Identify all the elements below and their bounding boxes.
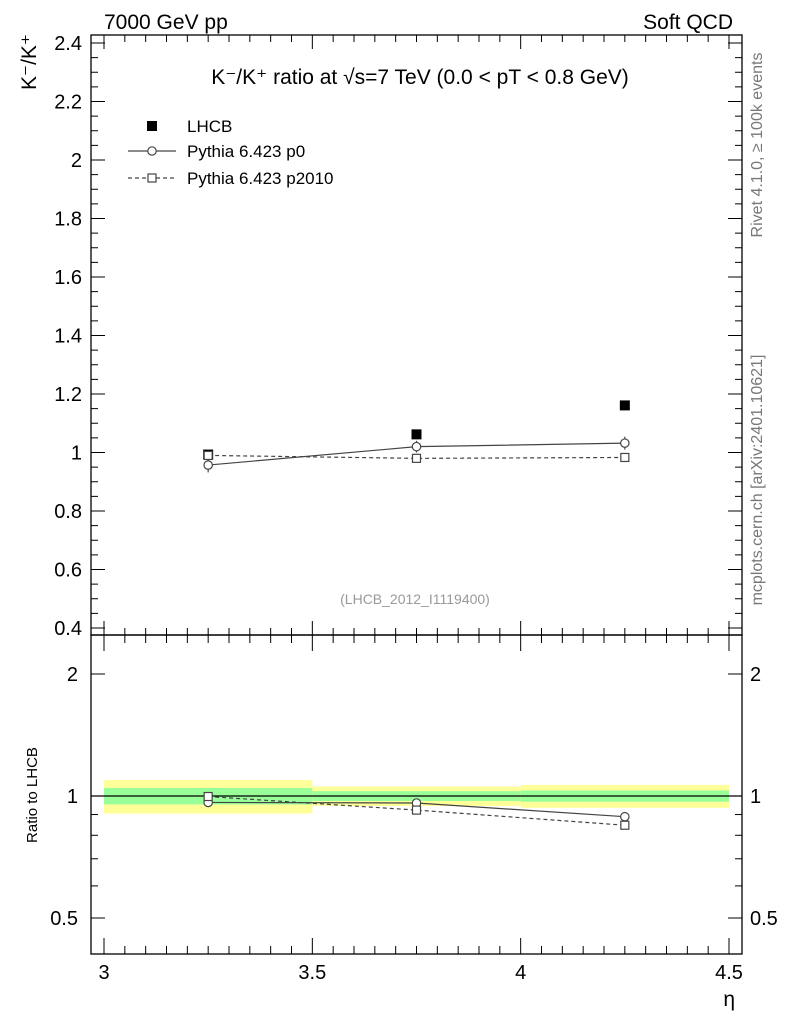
ratio-point xyxy=(620,811,630,822)
main-y-tick-labels: 0.4 0.6 0.8 1 1.2 1.4 1.6 1.8 2 2.2 2.4 xyxy=(54,33,82,640)
x-tick-label: 3.5 xyxy=(298,962,326,984)
main-y-tick-label: 1 xyxy=(71,443,82,465)
ratio-y-tick-label-right: 2 xyxy=(750,664,761,686)
main-y-tick-label: 2 xyxy=(71,150,82,172)
ratio-y-tick-label-right: 0.5 xyxy=(750,908,778,930)
main-point xyxy=(619,400,630,411)
mcplots-label: mcplots.cern.ch [arXiv:2401.10621] xyxy=(749,355,766,606)
main-series-group xyxy=(203,400,630,473)
main-y-tick-label: 1.6 xyxy=(54,267,82,289)
ratio-point xyxy=(411,805,422,815)
main-point xyxy=(203,450,213,461)
main-y-tick-label: 2.4 xyxy=(54,33,82,55)
ratio-y-axis-ticks xyxy=(91,673,742,919)
main-point xyxy=(411,429,422,440)
main-point xyxy=(203,460,213,470)
header-left: 7000 GeV pp xyxy=(104,11,228,34)
header-right: Soft QCD xyxy=(643,11,733,34)
main-point xyxy=(411,453,422,463)
ratio-point xyxy=(203,791,213,802)
legend: LHCB Pythia 6.423 p0 Pythia 6.423 p2010 xyxy=(128,117,334,188)
legend-marker xyxy=(147,146,157,156)
legend-marker xyxy=(147,121,157,131)
legend-marker xyxy=(147,173,157,183)
main-point xyxy=(411,441,422,452)
ratio-y-label: Ratio to LHCB xyxy=(24,747,41,843)
main-y-tick-label: 0.4 xyxy=(54,618,82,640)
main-title: K⁻/K⁺ ratio at √s=7 TeV (0.0 < pT < 0.8 … xyxy=(211,66,629,89)
main-point xyxy=(620,438,630,448)
main-y-axis-ticks xyxy=(91,42,742,629)
ratio-y-tick-label: 2 xyxy=(67,664,78,686)
main-point xyxy=(620,452,630,463)
ratio-x-axis-ticks xyxy=(103,635,730,954)
ratio-y-tick-label-right: 1 xyxy=(750,786,761,808)
watermark: (LHCB_2012_I1119400) xyxy=(340,591,490,607)
main-x-axis-ticks xyxy=(103,35,730,635)
main-y-tick-label: 1.2 xyxy=(54,384,82,406)
ratio-y-tick-labels: 0.5 0.5 1 1 2 2 xyxy=(50,664,778,930)
main-y-tick-label: 0.8 xyxy=(54,501,82,523)
x-tick-labels: 3 3.5 4 4.5 xyxy=(98,962,742,984)
x-axis-label: η xyxy=(723,988,735,1011)
main-y-tick-label: 1.8 xyxy=(54,209,82,231)
main-y-tick-label: 0.6 xyxy=(54,560,82,582)
ratio-y-tick-label: 0.5 xyxy=(50,908,78,930)
x-tick-label: 4 xyxy=(515,962,526,984)
legend-label: Pythia 6.423 p0 xyxy=(187,142,305,161)
ratio-point xyxy=(620,820,630,830)
main-y-tick-label: 1.4 xyxy=(54,326,82,348)
x-tick-label: 3 xyxy=(98,962,109,984)
ratio-y-tick-label: 1 xyxy=(67,786,78,808)
main-panel: 0.4 0.6 0.8 1 1.2 1.4 1.6 1.8 2 2.2 2.4 K⁻/K⁺ rati… xyxy=(18,33,743,640)
main-y-tick-label: 2.2 xyxy=(54,92,82,114)
ratio-series-group xyxy=(203,791,630,830)
rivet-label: Rivet 4.1.0, ≥ 100k events xyxy=(749,53,766,238)
legend-label: Pythia 6.423 p2010 xyxy=(187,169,334,188)
ratio-bands xyxy=(91,780,742,814)
x-tick-label: 4.5 xyxy=(715,962,743,984)
ratio-panel: 0.5 0.5 1 1 2 2 3 3.5 4 4.5 Ratio to LHCB η xyxy=(24,634,778,1011)
legend-label: LHCB xyxy=(187,117,232,136)
main-y-label: K⁻/K⁺ xyxy=(18,34,41,90)
